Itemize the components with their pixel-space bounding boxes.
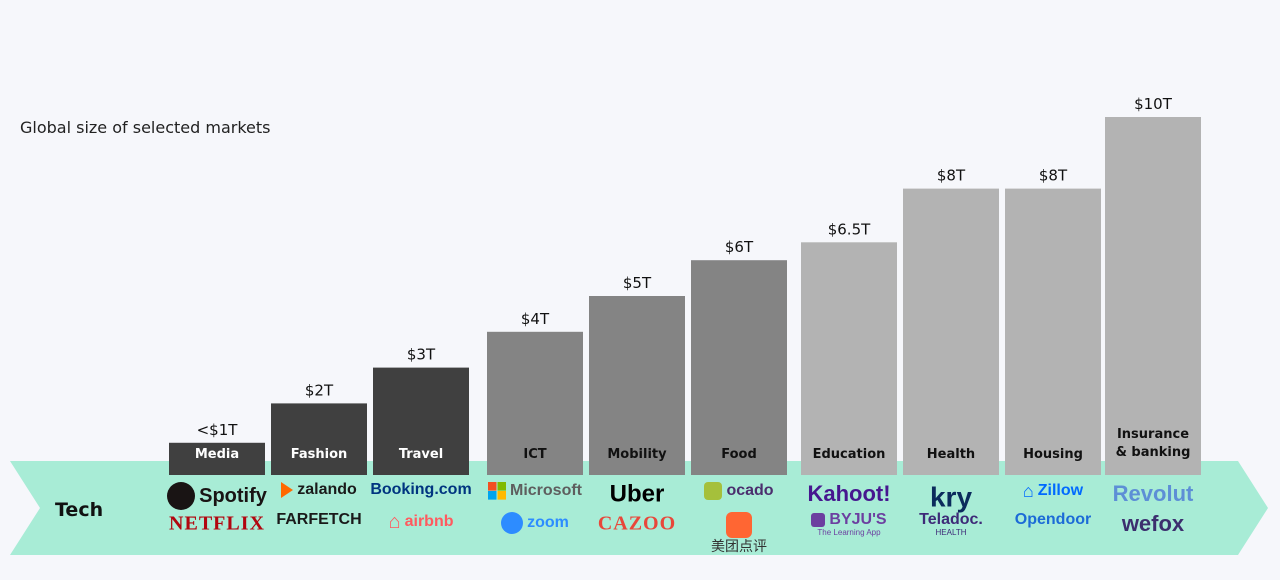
chart-stage: Tech <$1T Media $2T Fashion $3T Travel $4T ICT $5… (0, 0, 1280, 580)
category-label-8: Housing (1023, 447, 1083, 462)
logo-opendoor: Opendoor (1015, 512, 1091, 528)
category-label-1: Fashion (291, 447, 348, 462)
logo-kry: kry (930, 482, 972, 512)
category-label-3: ICT (523, 447, 546, 462)
category-label-2: Travel (399, 447, 443, 462)
logo-farfetch: FARFETCH (276, 512, 361, 528)
logo-revolut: Revolut (1113, 482, 1194, 505)
microsoft-icon (488, 482, 506, 500)
category-label-6: Education (813, 447, 886, 462)
zillow-icon: ⌂ (1023, 482, 1034, 500)
logo-text: ocado (726, 482, 773, 499)
logo-text: Teladoc. (919, 511, 983, 528)
logo-uber: Uber (610, 482, 665, 507)
value-label-3: $4T (521, 310, 550, 328)
bar-6 (801, 242, 897, 475)
logo-text: Spotify (199, 485, 267, 507)
logo-text: CAZOO (598, 512, 676, 534)
logo-netflix: NETFLIX (169, 512, 265, 533)
bar-9 (1105, 117, 1201, 475)
value-label-5: $6T (725, 238, 754, 256)
meituan-dianping-icon (726, 512, 752, 538)
value-label-0: <$1T (197, 421, 239, 439)
value-label-9: $10T (1134, 95, 1173, 113)
tech-label: Tech (55, 499, 103, 521)
logo-zalando: zalando (281, 482, 357, 498)
value-label-4: $5T (623, 274, 652, 292)
category-label-4: Mobility (607, 447, 667, 462)
value-label-6: $6.5T (828, 220, 871, 238)
bar-5 (691, 260, 787, 475)
byjus-icon (811, 513, 825, 527)
value-label-1: $2T (305, 381, 334, 399)
logo-teladoc: Teladoc. HEALTH (919, 512, 983, 537)
logo-airbnb: ⌂ airbnb (389, 512, 454, 532)
ocado-icon (704, 482, 722, 500)
logo-text: 美团点评 (711, 539, 767, 555)
spotify-icon (167, 482, 195, 510)
logo-zoom: zoom (501, 512, 569, 534)
logo-text: Opendoor (1015, 511, 1091, 528)
bar-8 (1005, 189, 1101, 475)
logo-text: kry (930, 482, 972, 513)
bar-1 (271, 403, 367, 475)
logo-text: zalando (297, 481, 357, 498)
logo-text: FARFETCH (276, 511, 361, 528)
logo-ocado: ocado (704, 482, 773, 500)
logo-byju-s: BYJU'S The Learning App (811, 512, 886, 537)
zoom-icon (501, 512, 523, 534)
logo-text: Booking.com (370, 481, 471, 498)
airbnb-icon: ⌂ (389, 512, 401, 532)
value-label-8: $8T (1039, 167, 1068, 185)
logo-text: Zillow (1038, 482, 1083, 499)
logo-text: zoom (527, 514, 569, 531)
zalando-icon (281, 482, 293, 498)
logo-text: Kahoot! (807, 481, 890, 506)
logo-spotify: Spotify (167, 482, 267, 510)
category-label-5: Food (721, 447, 757, 462)
logo-text: airbnb (405, 513, 454, 530)
logo-subtext: HEALTH (919, 529, 983, 537)
logo-text: wefox (1122, 511, 1184, 536)
logo-text: NETFLIX (169, 512, 265, 534)
logo-cazoo: CAZOO (598, 512, 676, 533)
logo-text: Microsoft (510, 482, 582, 499)
value-label-2: $3T (407, 346, 436, 364)
category-label-7: Health (927, 447, 975, 462)
category-label-0: Media (195, 447, 239, 462)
chart-title: Global size of selected markets (20, 118, 270, 137)
logo-text: Revolut (1113, 481, 1194, 506)
logo-kahoot: Kahoot! (807, 482, 890, 505)
logo-: 美团点评 (711, 512, 767, 554)
logo-text: Uber (610, 481, 665, 508)
logo-booking-com: Booking.com (370, 482, 471, 498)
logo-zillow: ⌂ Zillow (1023, 482, 1083, 500)
logo-wefox: wefox (1122, 512, 1184, 535)
value-label-7: $8T (937, 167, 966, 185)
logo-microsoft: Microsoft (488, 482, 582, 500)
logo-subtext: The Learning App (811, 529, 886, 537)
bar-7 (903, 189, 999, 475)
logo-text: BYJU'S (829, 511, 886, 528)
